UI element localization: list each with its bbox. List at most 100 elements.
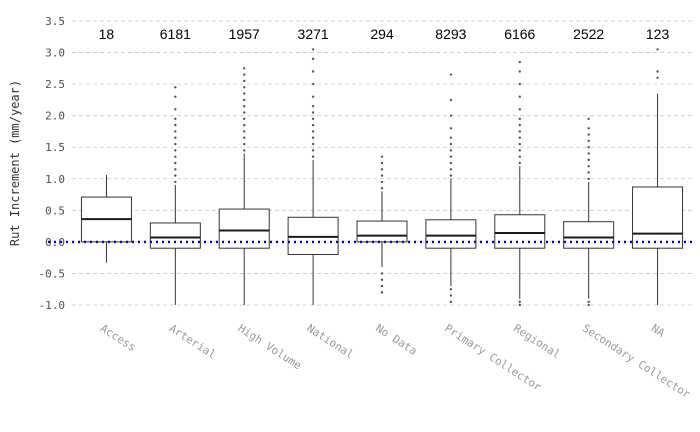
outlier-point: [449, 168, 453, 171]
outlier-point: [311, 111, 315, 114]
count-label: 294: [370, 26, 394, 42]
outlier-point: [243, 149, 246, 152]
outlier-point: [449, 288, 453, 291]
outlier-point: [243, 73, 246, 76]
outlier-point: [518, 95, 521, 98]
outlier-point: [174, 108, 177, 111]
outlier-point: [311, 149, 315, 152]
outlier-point: [174, 142, 177, 146]
outlier-point: [174, 117, 177, 121]
outlier-point: [518, 142, 521, 146]
outlier-point: [449, 174, 453, 177]
box-group: [80, 174, 132, 263]
outlier-point: [449, 155, 453, 158]
y-tick-label: 1.5: [45, 141, 65, 154]
x-category-label: No Data: [373, 322, 419, 358]
x-category-label: NA: [649, 322, 668, 340]
outlier-point: [174, 161, 177, 165]
outlier-point: [449, 127, 453, 130]
x-category-label: Regional: [511, 322, 563, 362]
outlier-point: [174, 149, 177, 152]
outlier-point: [518, 123, 521, 127]
x-category-label: Secondary Collector: [580, 322, 693, 402]
box-group: [494, 60, 546, 307]
iqr-box: [563, 221, 615, 249]
count-label: 6166: [504, 26, 535, 42]
count-label: 2522: [573, 26, 604, 42]
iqr-box: [356, 220, 408, 243]
outlier-point: [174, 130, 177, 133]
y-tick-label: -1.0: [39, 299, 66, 312]
y-tick-label: 2.0: [45, 110, 65, 123]
outlier-point: [449, 136, 453, 139]
count-label: 1957: [229, 26, 260, 42]
iqr-box: [218, 208, 270, 249]
outlier-point: [311, 105, 315, 108]
outlier-point: [311, 82, 315, 86]
outlier-point: [587, 303, 590, 307]
outlier-point: [243, 92, 246, 95]
iqr-box: [494, 214, 546, 249]
outlier-point: [243, 142, 246, 146]
outlier-point: [380, 174, 384, 177]
x-axis-labels: Access Arterial High Volume National No Data…: [98, 322, 693, 402]
count-label: 6181: [160, 26, 191, 42]
outlier-point: [587, 300, 590, 304]
box-group: [356, 155, 408, 294]
outlier-point: [311, 155, 315, 158]
outlier-point: [587, 127, 590, 130]
outlier-point: [449, 294, 453, 297]
outlier-point: [380, 168, 384, 171]
x-category-label: High Volume: [236, 322, 304, 373]
outlier-point: [174, 95, 177, 98]
outlier-point: [518, 82, 521, 86]
count-label: 3271: [298, 26, 329, 42]
outlier-point: [174, 155, 177, 158]
box-group: [632, 48, 684, 305]
box-group: [563, 117, 615, 307]
outlier-point: [449, 142, 453, 146]
iqr-box: [425, 219, 477, 249]
outlier-point: [243, 98, 246, 102]
outlier-point: [449, 98, 453, 102]
outlier-point: [587, 139, 590, 143]
y-axis-label: Rut Increment (mm/year): [8, 80, 22, 246]
outlier-point: [311, 142, 315, 146]
outlier-point: [243, 136, 246, 139]
outlier-point: [380, 291, 384, 294]
outlier-point: [311, 95, 315, 98]
outlier-point: [449, 300, 453, 304]
outlier-point: [311, 48, 315, 51]
y-tick-label: -0.5: [39, 267, 66, 280]
outlier-point: [518, 60, 521, 64]
iqr-box: [632, 186, 684, 249]
count-labels: 18 6181 1957 3271 294 8293 6166 2522 123: [99, 26, 670, 42]
box-group: [425, 73, 477, 304]
outlier-point: [518, 130, 521, 133]
outlier-point: [518, 70, 521, 73]
outlier-point: [243, 105, 246, 108]
outlier-point: [311, 70, 315, 73]
y-tick-label: 0.5: [45, 204, 65, 217]
outlier-point: [587, 164, 590, 168]
outlier-point: [243, 79, 246, 83]
y-tick-label: 3.5: [45, 15, 65, 28]
outlier-point: [243, 130, 246, 133]
outlier-point: [587, 117, 590, 121]
outlier-point: [174, 136, 177, 139]
outlier-point: [449, 114, 453, 117]
outlier-point: [587, 158, 590, 162]
count-label: 18: [99, 26, 115, 42]
outlier-point: [174, 168, 177, 171]
outlier-point: [311, 117, 315, 121]
outlier-point: [174, 174, 177, 177]
outlier-point: [174, 86, 177, 89]
outlier-point: [243, 67, 246, 70]
y-axis: -1.0-0.50.00.51.01.52.02.53.03.5: [39, 15, 66, 312]
outlier-point: [311, 123, 315, 127]
outlier-point: [518, 108, 521, 111]
outlier-point: [587, 133, 590, 136]
outlier-point: [243, 86, 246, 89]
outlier-point: [311, 57, 315, 61]
